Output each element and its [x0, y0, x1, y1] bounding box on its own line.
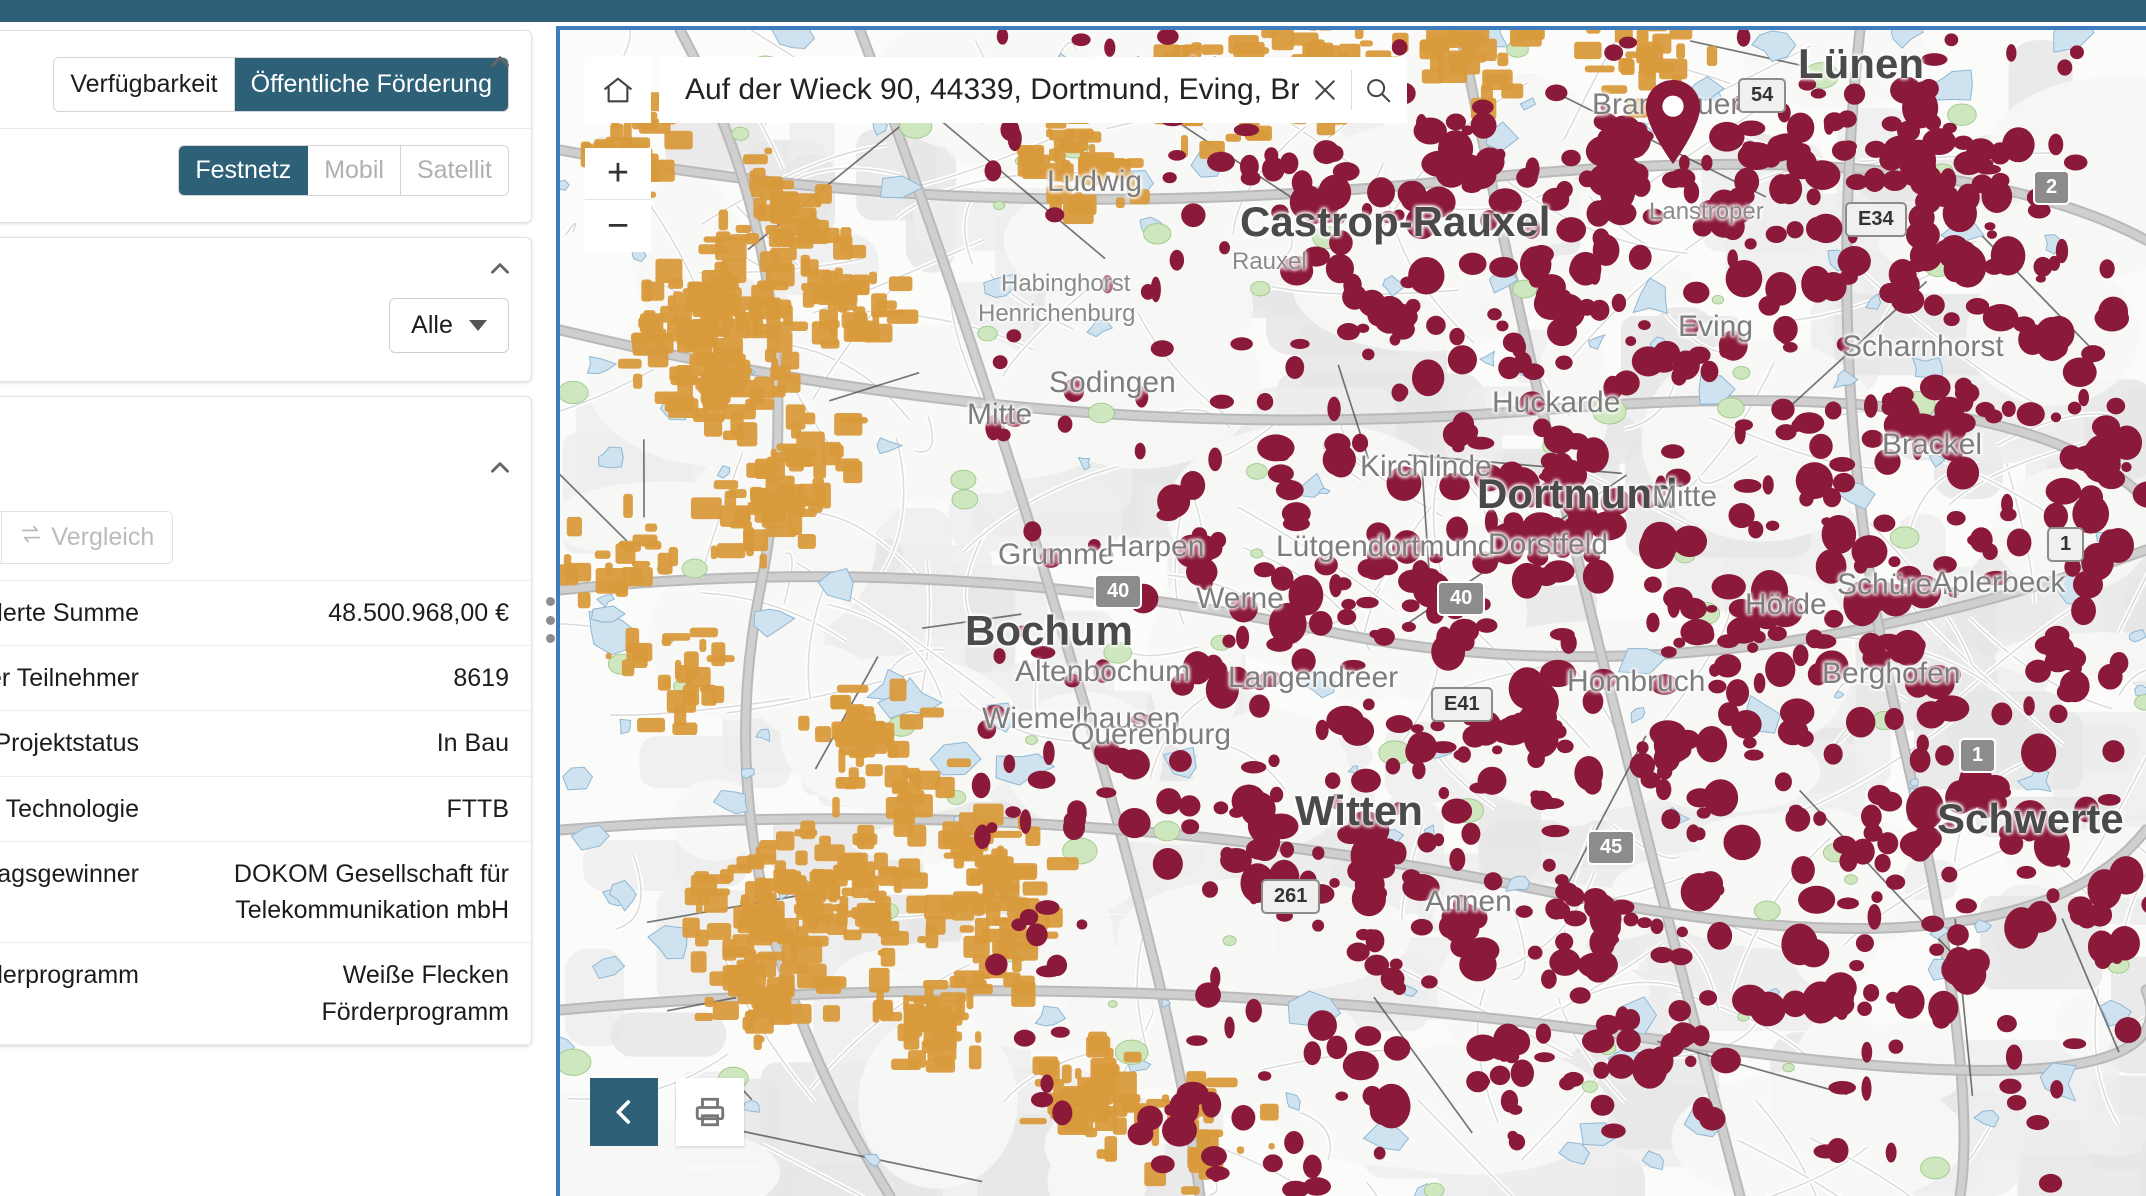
selection-dropdown-value: Alle [411, 311, 453, 340]
map-search-bar [585, 57, 1407, 123]
filter-divider [0, 128, 531, 130]
collapse-details-card-icon[interactable] [487, 455, 513, 481]
row-key: Technologie [5, 794, 139, 823]
map-vector-layer [560, 30, 2146, 1196]
close-icon[interactable] [1299, 57, 1351, 123]
table-row: Technologie FTTB [0, 777, 531, 842]
table-row: Projektstatus In Bau [0, 711, 531, 777]
details-title-line1: n zu [0, 419, 509, 453]
search-field-container [659, 57, 1407, 123]
left-panel: Verfügbarkeit Öffentliche Förderung Fest… [0, 22, 540, 1196]
handle-dot [545, 634, 555, 643]
collapse-filter-card-icon[interactable] [487, 49, 513, 75]
mode-option-verfuegbarkeit[interactable]: Verfügbarkeit [54, 58, 235, 112]
zoom-in-button[interactable]: + [585, 148, 651, 200]
network-toggle[interactable]: Festnetz Mobil Satellit [178, 145, 509, 197]
selection-dropdown-row: Alle [0, 238, 531, 381]
mode-option-oeffentliche-foerderung[interactable]: Öffentliche Förderung [234, 58, 508, 112]
handle-dot [545, 597, 555, 606]
filter-card: Verfügbarkeit Öffentliche Förderung Fest… [0, 30, 532, 224]
home-icon[interactable] [585, 57, 651, 123]
compare-button-label: Vergleich [51, 522, 155, 551]
details-button[interactable]: Details [0, 511, 3, 563]
row-key: örderte Summe [0, 598, 139, 627]
search-icon[interactable] [1352, 57, 1404, 123]
row-value: 8619 [453, 664, 509, 692]
search-input[interactable] [659, 73, 1299, 107]
table-row: chlagsgewinner DOKOM Gesellschaft für Te… [0, 842, 531, 944]
mode-toggle-row: Verfügbarkeit Öffentliche Förderung [0, 31, 531, 128]
row-value: DOKOM Gesellschaft für Telekommunikation… [233, 859, 509, 924]
caret-down-icon [468, 320, 487, 332]
table-row: örderprogramm Weiße Flecken Förderprogra… [0, 943, 531, 1045]
map-area[interactable]: LünenOberadenSuderwichBrambauerKamen-MMe… [556, 26, 2146, 1196]
row-key: ener Teilnehmer [0, 664, 139, 692]
details-title-line2: d [0, 453, 509, 487]
row-key: örderprogramm [0, 961, 139, 990]
network-option-festnetz[interactable]: Festnetz [179, 146, 309, 196]
collapse-panel-button[interactable] [590, 1078, 658, 1146]
details-card-header: n zu d [0, 397, 531, 497]
details-action-group: Details Vergleich [0, 510, 174, 564]
row-value: In Bau [436, 729, 509, 758]
handle-dot [545, 615, 555, 625]
row-key: Projektstatus [0, 729, 139, 758]
row-value: 48.500.968,00 € [328, 598, 509, 627]
details-table: örderte Summe 48.500.968,00 € ener Teiln… [0, 579, 531, 1045]
network-option-mobil[interactable]: Mobil [308, 146, 401, 196]
print-button[interactable] [676, 1078, 744, 1146]
table-row: ener Teilnehmer 8619 [0, 646, 531, 712]
zoom-out-button[interactable]: − [606, 204, 630, 247]
network-toggle-row: Festnetz Mobil Satellit [0, 129, 531, 222]
map-canvas[interactable]: LünenOberadenSuderwichBrambauerKamen-MMe… [560, 30, 2146, 1196]
panel-resize-handle[interactable] [543, 597, 557, 643]
collapse-selection-card-icon[interactable] [487, 256, 513, 282]
compare-icon [20, 523, 42, 552]
row-value: FTTB [446, 794, 510, 823]
details-card: n zu d Details [0, 396, 532, 1046]
details-actions-row: Details Vergleich [0, 497, 531, 580]
selection-card: Alle [0, 237, 532, 383]
zoom-controls: + − [585, 148, 651, 252]
compare-button[interactable]: Vergleich [2, 511, 173, 563]
row-value: Weiße Flecken Förderprogramm [321, 961, 509, 1026]
network-option-satellit[interactable]: Satellit [400, 146, 508, 196]
top-bar [0, 0, 2146, 22]
search-divider [1351, 70, 1352, 110]
row-key: chlagsgewinner [0, 859, 139, 888]
mode-toggle[interactable]: Verfügbarkeit Öffentliche Förderung [53, 57, 509, 113]
selection-dropdown[interactable]: Alle [389, 298, 509, 354]
table-row: örderte Summe 48.500.968,00 € [0, 581, 531, 646]
